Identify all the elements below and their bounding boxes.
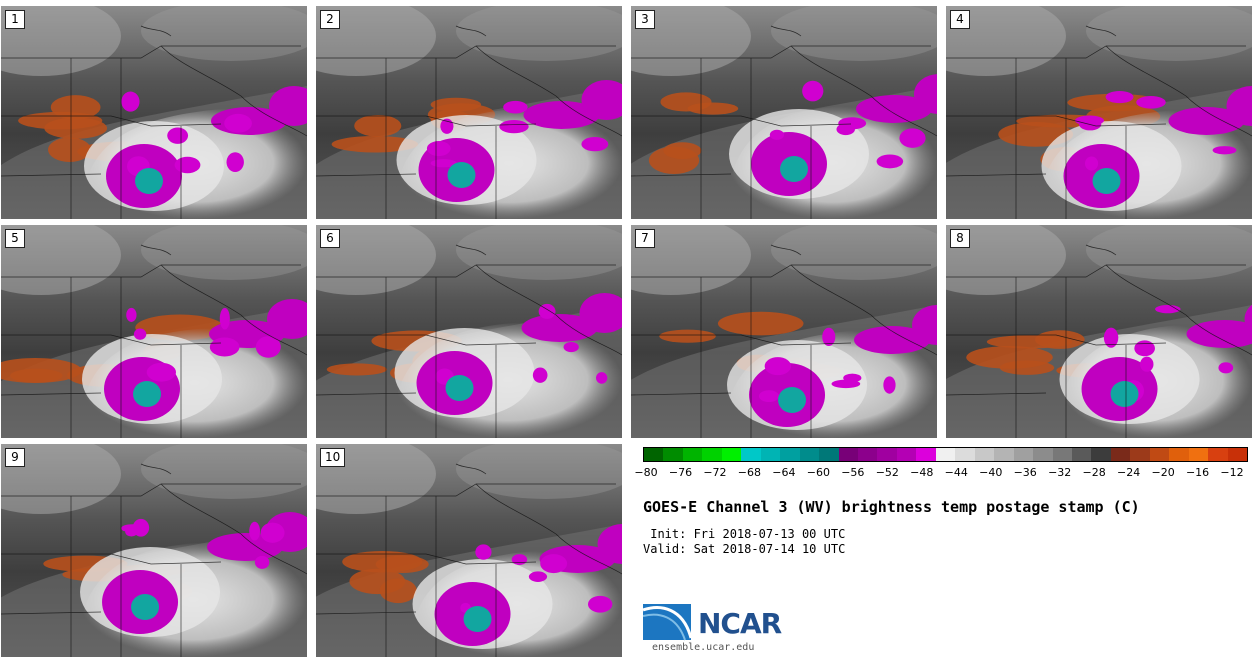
ncar-logo-text: NCAR	[698, 607, 782, 640]
colorbar-tick-label: −32	[1048, 466, 1072, 479]
valid-time: Valid: Sat 2018-07-14 10 UTC	[643, 542, 846, 556]
colorbar-swatch	[682, 448, 703, 461]
colorbar-swatch	[780, 448, 800, 461]
panel-label: 7	[635, 229, 655, 248]
colorbar-swatch	[1149, 448, 1170, 461]
colorbar-ticks: −80 −76 −72 −68 −64 −60 −56 −52 −48 −44 −40 −36 −32−…	[634, 466, 1248, 482]
colorbar-tick-label: −68	[737, 466, 762, 479]
colorbar-tick-label: −56	[841, 466, 865, 479]
colorbar-swatch	[955, 448, 975, 461]
panel-label: 9	[5, 448, 25, 467]
colorbar-swatch	[896, 448, 917, 461]
colorbar-tick-label: −64	[772, 466, 796, 479]
map-panel-7: 7	[631, 225, 937, 438]
colorbar-swatch	[1091, 448, 1111, 461]
colorbar-swatch	[1052, 448, 1072, 461]
colorbar-swatch	[1227, 448, 1248, 461]
colorbar-swatch	[663, 448, 683, 461]
panel-label: 10	[320, 448, 346, 467]
colorbar-tick-label: −44	[944, 466, 968, 479]
panel-label: 8	[950, 229, 970, 248]
colorbar-swatch	[819, 448, 839, 461]
colorbar-tick-label: −20	[1151, 466, 1175, 479]
colorbar-swatch	[935, 448, 956, 461]
colorbar-swatch	[1110, 448, 1131, 461]
figure-title: GOES-E Channel 3 (WV) brightness temp po…	[643, 498, 1140, 516]
colorbar-swatch	[877, 448, 897, 461]
panel-label: 3	[635, 10, 655, 29]
colorbar-swatch	[1208, 448, 1228, 461]
map-panel-1: 1	[1, 6, 307, 219]
colorbar	[643, 447, 1248, 462]
colorbar-swatch	[916, 448, 936, 461]
colorbar-swatch	[760, 448, 781, 461]
colorbar-swatch	[994, 448, 1014, 461]
colorbar-tick-label: −48	[910, 466, 934, 479]
colorbar-swatch	[1013, 448, 1034, 461]
colorbar-swatch	[1188, 448, 1209, 461]
colorbar-tick-label: −28	[1082, 466, 1106, 479]
panel-label: 2	[320, 10, 340, 29]
map-panel-10: 10	[316, 444, 622, 657]
colorbar-tick-label: −24	[1117, 466, 1141, 479]
init-time: Init: Fri 2018-07-13 00 UTC	[643, 527, 846, 541]
colorbar-tick-label: −36	[1013, 466, 1037, 479]
map-panel-9: 9	[1, 444, 307, 657]
colorbar-swatch	[857, 448, 878, 461]
panel-label: 4	[950, 10, 970, 29]
map-panel-5: 5	[1, 225, 307, 438]
panel-label: 6	[320, 229, 340, 248]
map-panel-6: 6	[316, 225, 622, 438]
colorbar-swatch	[702, 448, 722, 461]
map-panel-3: 3	[631, 6, 937, 219]
map-panel-8: 8	[946, 225, 1252, 438]
colorbar-swatch	[1130, 448, 1150, 461]
colorbar-tick-label: −76	[668, 466, 693, 479]
colorbar-swatch	[799, 448, 820, 461]
panel-label: 5	[5, 229, 25, 248]
panel-label: 1	[5, 10, 25, 29]
colorbar-swatch	[1033, 448, 1053, 461]
map-panel-4: 4	[946, 6, 1252, 219]
colorbar-swatch	[1071, 448, 1092, 461]
colorbar-tick-label: −16	[1185, 466, 1210, 479]
colorbar-swatch	[741, 448, 761, 461]
colorbar-tick-label: −60	[806, 466, 830, 479]
colorbar-tick-label: −52	[875, 466, 899, 479]
ncar-logo	[643, 604, 693, 641]
colorbar-swatch	[644, 448, 664, 461]
map-panel-2: 2	[316, 6, 622, 219]
colorbar-tick-label: −72	[703, 466, 727, 479]
colorbar-swatch	[838, 448, 858, 461]
colorbar-swatch	[721, 448, 742, 461]
colorbar-swatch	[974, 448, 995, 461]
colorbar-tick-label: −80	[634, 466, 658, 479]
colorbar-tick-label: −40	[979, 466, 1003, 479]
website-url: ensemble.ucar.edu	[652, 642, 755, 653]
colorbar-swatch	[1169, 448, 1189, 461]
colorbar-tick-label: −12	[1220, 466, 1244, 479]
